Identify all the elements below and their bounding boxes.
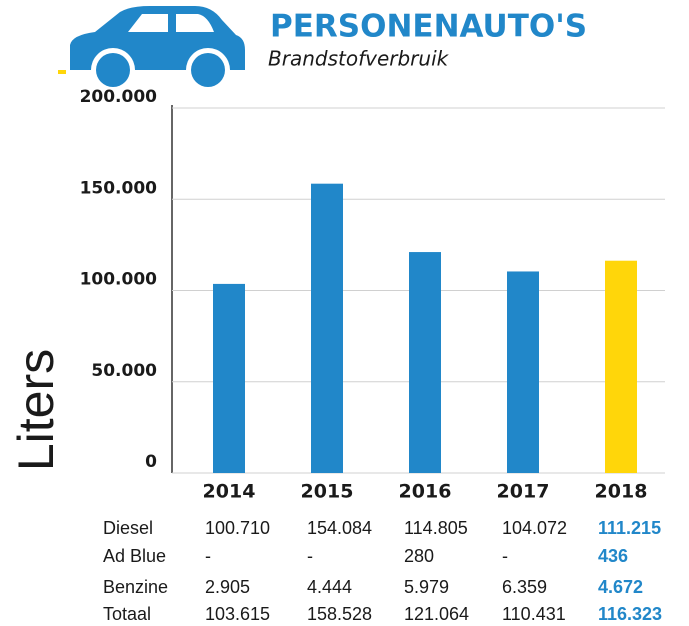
row-label: Diesel <box>103 518 153 538</box>
bar <box>409 252 441 473</box>
y-tick-label: 150.000 <box>80 178 158 198</box>
y-axis-label: Liters <box>8 349 64 471</box>
y-tick-label: 50.000 <box>91 361 157 381</box>
bar <box>605 260 637 473</box>
table-cell: 154.084 <box>307 518 372 538</box>
row-label: Benzine <box>103 577 168 597</box>
table-cell: 6.359 <box>502 577 547 597</box>
table-cell: 4.672 <box>598 577 643 597</box>
table-cell: 5.979 <box>404 577 449 597</box>
row-label: Totaal <box>103 604 151 624</box>
table-cell: - <box>307 546 313 566</box>
table-cell: 121.064 <box>404 604 469 624</box>
table-cell: 158.528 <box>307 604 372 624</box>
x-tick-label: 2017 <box>497 481 550 503</box>
x-tick-label: 2015 <box>301 481 354 503</box>
table-cell: 100.710 <box>205 518 270 538</box>
table-cell: 104.072 <box>502 518 567 538</box>
table-cell: 4.444 <box>307 577 352 597</box>
bar <box>311 183 343 473</box>
bar <box>507 271 539 473</box>
table-cell: 114.805 <box>404 518 468 538</box>
table-cell: 436 <box>598 546 628 566</box>
car-icon <box>58 6 245 92</box>
bar <box>213 283 245 473</box>
chart-subtitle: Brandstofverbruik <box>268 47 450 71</box>
x-tick-label: 2014 <box>203 481 256 503</box>
table-cell: 110.431 <box>502 604 566 624</box>
x-tick-label: 2018 <box>595 481 648 503</box>
table-cell: - <box>502 546 508 566</box>
row-label: Ad Blue <box>103 546 166 566</box>
y-tick-label: 0 <box>145 452 157 472</box>
table-cell: 280 <box>404 546 434 566</box>
table-cell: - <box>205 546 211 566</box>
table-cell: 116.323 <box>598 604 662 624</box>
x-tick-label: 2016 <box>399 481 452 503</box>
y-tick-label: 100.000 <box>80 270 158 290</box>
chart-title: PERSONENAUTO'S <box>270 9 587 45</box>
y-tick-label: 200.000 <box>80 87 158 107</box>
table-cell: 2.905 <box>205 577 250 597</box>
table-cell: 103.615 <box>205 604 270 624</box>
table-cell: 111.215 <box>598 518 661 538</box>
